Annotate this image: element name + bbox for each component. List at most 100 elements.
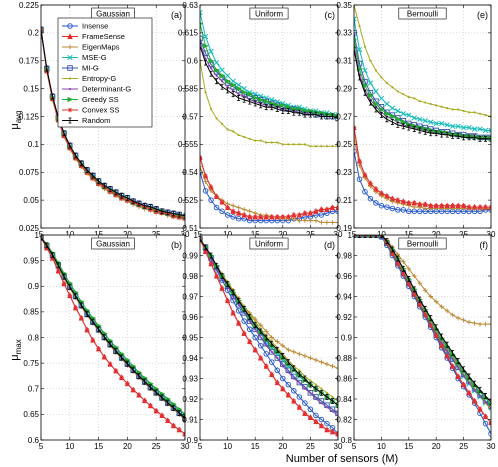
data-point — [259, 102, 263, 109]
data-point — [67, 33, 73, 40]
data-point — [406, 112, 412, 118]
data-point — [417, 280, 423, 286]
data-point — [114, 189, 118, 196]
data-point — [440, 131, 444, 138]
data-point — [308, 355, 313, 361]
data-point — [444, 353, 450, 359]
data-point — [384, 204, 390, 210]
x-tick-label: 25 — [152, 230, 161, 239]
y-tick-label: 0.9 — [187, 436, 199, 445]
data-point — [313, 412, 319, 419]
data-point — [368, 181, 373, 186]
data-point — [258, 322, 264, 328]
data-point — [269, 335, 275, 340]
x-axis-label: Number of sensors (M) — [286, 453, 398, 465]
legend-entry: Determinant-G — [62, 85, 131, 94]
x-tick-label: 10 — [377, 230, 386, 239]
y-tick-label: 0.555 — [178, 140, 199, 149]
data-point — [113, 368, 119, 374]
y-tick-label: 0.99 — [182, 251, 198, 260]
data-point — [280, 375, 286, 382]
data-point — [477, 126, 483, 132]
data-point — [243, 94, 246, 98]
data-point — [258, 97, 265, 103]
data-point — [136, 392, 142, 398]
y-tick-label: 0.93 — [182, 374, 198, 383]
data-point — [285, 381, 292, 388]
data-point — [422, 118, 428, 124]
data-point — [467, 373, 471, 380]
data-point — [385, 81, 388, 85]
y-tick-label: 0.98 — [182, 272, 198, 281]
data-point — [357, 235, 361, 238]
data-point — [231, 289, 235, 296]
data-point — [61, 281, 67, 286]
data-point — [219, 208, 225, 215]
x-tick-label: 15 — [94, 230, 103, 239]
data-point — [200, 236, 202, 242]
data-point — [422, 206, 428, 211]
series-layer — [354, 5, 491, 215]
data-point — [330, 113, 334, 120]
data-point — [225, 205, 230, 210]
data-point — [446, 349, 449, 352]
data-point — [473, 111, 476, 114]
data-point — [483, 414, 488, 419]
y-tick-label: 0.75 — [23, 359, 39, 368]
data-point — [484, 114, 487, 117]
data-point — [314, 397, 318, 401]
data-point — [73, 305, 78, 311]
data-point — [230, 214, 236, 220]
data-point — [270, 104, 274, 111]
y-tick-label: 0.6 — [28, 436, 40, 445]
data-point — [401, 123, 405, 130]
data-point — [102, 182, 106, 189]
data-point — [335, 365, 338, 371]
data-point — [467, 381, 471, 384]
data-point — [451, 349, 455, 356]
data-point — [433, 333, 439, 338]
y-tick-label: 0.175 — [19, 57, 40, 66]
data-point — [400, 111, 406, 117]
data-point — [220, 122, 224, 126]
data-point — [325, 391, 329, 394]
data-point — [286, 392, 291, 398]
data-point — [434, 324, 438, 331]
data-point — [67, 65, 73, 71]
data-point — [373, 200, 379, 206]
data-point — [241, 89, 248, 96]
data-point — [297, 371, 301, 378]
x-tick-label: 20 — [278, 442, 287, 451]
panel-letter: (d) — [324, 240, 335, 250]
data-point — [85, 311, 89, 317]
data-point — [429, 130, 433, 137]
series-line — [354, 235, 491, 403]
series-convex-ss — [354, 125, 491, 210]
data-point — [236, 210, 241, 216]
data-point — [274, 380, 280, 385]
data-point — [440, 341, 443, 344]
data-point — [203, 173, 208, 179]
y-tick-label: 0.35 — [336, 1, 352, 10]
data-point — [308, 381, 312, 388]
data-point — [303, 375, 307, 382]
data-point — [264, 104, 268, 111]
data-point — [177, 409, 181, 416]
series-entropy-g — [200, 59, 338, 148]
data-point — [297, 351, 302, 357]
data-point — [297, 218, 302, 223]
data-point — [309, 145, 312, 148]
panel-title-box — [398, 237, 447, 250]
x-tick-label: 10 — [223, 230, 232, 239]
data-point — [473, 134, 477, 141]
data-point — [246, 326, 253, 333]
data-point — [213, 204, 220, 211]
data-point — [183, 212, 185, 219]
y-tick-label: 0.8 — [28, 333, 40, 342]
data-point — [297, 404, 302, 410]
data-point — [461, 203, 466, 208]
data-point — [324, 220, 330, 225]
y-tick-label: 0.95 — [23, 256, 39, 265]
data-point — [450, 203, 455, 208]
